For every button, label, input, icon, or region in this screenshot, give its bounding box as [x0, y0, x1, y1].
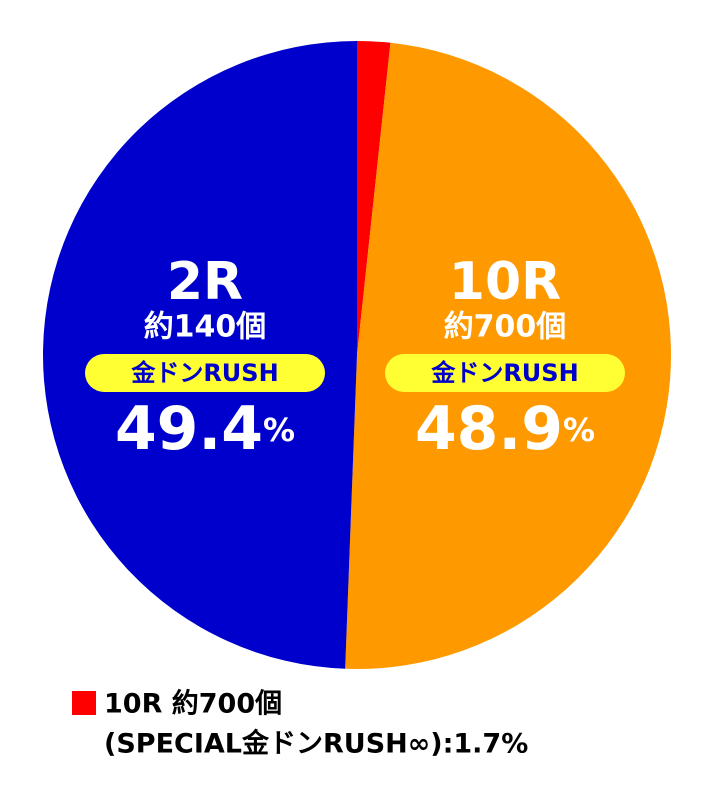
slice-balls: 約140個 — [144, 310, 267, 345]
slice-value-label: 48.9% — [415, 394, 595, 464]
slice-rush: 金ドンRUSH — [430, 359, 578, 387]
slice-round: 2R — [167, 252, 243, 312]
slice-balls: 約700個 — [444, 310, 567, 345]
pie-slice — [357, 41, 391, 355]
slice-rush: 金ドンRUSH — [130, 359, 278, 387]
slice-round: 10R — [449, 252, 561, 312]
legend-swatch — [72, 691, 96, 715]
rush-pill — [385, 354, 625, 392]
slice-value-label: 49.4% — [115, 394, 295, 464]
rush-pill — [85, 354, 325, 392]
legend-line1: 10R 約700個 — [104, 688, 282, 720]
legend-line2: (SPECIAL金ドンRUSH∞):1.7% — [104, 728, 528, 760]
